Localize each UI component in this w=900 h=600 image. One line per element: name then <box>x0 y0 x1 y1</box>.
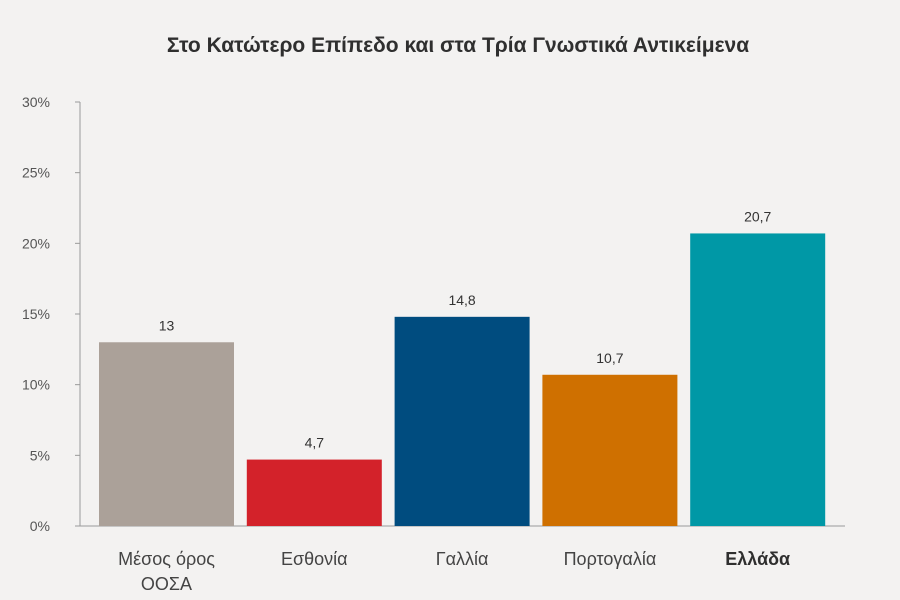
bar <box>542 374 678 526</box>
chart-title: Στο Κατώτερο Επίπεδο και στα Τρία Γνωστι… <box>167 34 749 57</box>
bar <box>690 233 826 526</box>
data-label: 20,7 <box>744 208 771 224</box>
y-tick-label: 20% <box>22 235 50 251</box>
y-tick-label: 0% <box>30 518 50 534</box>
bars: 13 4,7 14,8 10,7 20,7 <box>99 208 826 526</box>
y-tick-label: 5% <box>30 447 50 463</box>
x-category-labels: Μέσος όρος ΟΟΣΑ Εσθονία Γαλλία Πορτογαλία Ελλ… <box>118 549 790 594</box>
y-ticks: 0% 5% 10% 15% 20% 25% 30% <box>22 94 80 534</box>
y-tick-label: 25% <box>22 165 50 181</box>
y-tick-label: 30% <box>22 94 50 110</box>
y-tick-label: 15% <box>22 306 50 322</box>
x-category-label: Γαλλία <box>436 549 489 569</box>
y-tick-label: 10% <box>22 377 50 393</box>
bar <box>246 459 382 526</box>
data-label: 14,8 <box>448 292 475 308</box>
x-category-label: Ελλάδα <box>725 549 790 569</box>
x-category-label: Μέσος όρος ΟΟΣΑ <box>118 549 215 594</box>
x-category-label: Εσθονία <box>281 549 348 569</box>
x-category-label: Πορτογαλία <box>564 549 657 569</box>
data-label: 4,7 <box>305 435 325 451</box>
data-label: 13 <box>159 317 175 333</box>
bar <box>99 342 234 526</box>
data-label: 10,7 <box>596 350 623 366</box>
bar <box>394 316 530 526</box>
